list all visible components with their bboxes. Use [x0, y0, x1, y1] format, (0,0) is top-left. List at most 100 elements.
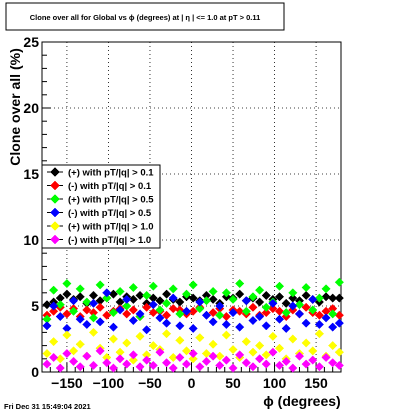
- data-point: [241, 306, 251, 316]
- data-point: [255, 341, 265, 351]
- data-point: [308, 346, 318, 356]
- data-point: [241, 296, 251, 306]
- data-point: [328, 358, 338, 368]
- data-point: [62, 330, 72, 340]
- data-point: [88, 298, 99, 308]
- data-point: [128, 355, 138, 365]
- data-point: [135, 362, 145, 372]
- data-point: [281, 356, 291, 366]
- data-point: [168, 284, 178, 294]
- data-point: [108, 308, 118, 318]
- data-point: [69, 296, 79, 306]
- data-point: [301, 338, 311, 348]
- data-point: [102, 288, 112, 298]
- data-point: [188, 323, 198, 333]
- data-point: [201, 356, 212, 366]
- data-point: [115, 354, 125, 364]
- data-point: [42, 348, 52, 359]
- data-point: [122, 338, 132, 348]
- data-point: [215, 360, 225, 370]
- data-point: [215, 310, 225, 320]
- title-box: [5, 2, 285, 31]
- legend-box: [41, 164, 161, 249]
- data-point: [49, 301, 59, 311]
- data-point: [334, 347, 344, 357]
- data-point: [301, 318, 311, 328]
- data-point: [135, 309, 145, 319]
- data-point: [55, 312, 65, 322]
- data-point: [188, 348, 198, 359]
- data-point: [195, 333, 205, 343]
- data-point: [95, 346, 105, 356]
- chart-title: Clone over all for Global vs ϕ (degrees)…: [30, 13, 261, 22]
- data-point: [294, 351, 305, 361]
- data-point: [95, 302, 105, 312]
- data-point: [261, 359, 271, 369]
- data-point: [321, 284, 331, 294]
- data-point: [228, 308, 238, 318]
- data-point: [328, 293, 338, 303]
- data-point: [128, 282, 138, 293]
- data-point: [102, 293, 112, 303]
- data-point: [334, 277, 344, 287]
- data-point: [82, 351, 92, 361]
- data-point: [221, 319, 231, 330]
- data-point: [274, 314, 285, 324]
- data-points: [42, 277, 344, 373]
- data-point: [82, 297, 92, 307]
- data-point: [62, 348, 72, 359]
- data-point: [69, 306, 79, 316]
- axis-ticks: −150 −100 −50 0 50 100 150 0 5 10 15 20 25: [23, 34, 342, 391]
- x-tick-label: −50: [138, 375, 162, 391]
- data-point: [261, 302, 271, 312]
- data-point: [215, 351, 225, 361]
- data-point: [168, 352, 178, 363]
- data-point: [195, 297, 205, 307]
- data-point: [181, 346, 192, 356]
- data-point: [49, 285, 59, 295]
- y-tick-label: 10: [23, 232, 39, 248]
- data-point: [142, 355, 152, 365]
- data-point: [122, 294, 132, 304]
- data-point: [128, 315, 138, 326]
- data-point: [148, 281, 158, 291]
- y-tick-label: 5: [31, 298, 39, 314]
- data-point: [82, 305, 92, 315]
- data-point: [215, 301, 225, 311]
- data-point: [188, 293, 198, 303]
- x-tick-label: −100: [93, 375, 125, 391]
- y-tick-label: 25: [23, 34, 39, 50]
- data-point: [255, 312, 265, 322]
- data-point: [88, 327, 99, 337]
- data-point: [334, 293, 344, 303]
- data-point: [281, 298, 291, 308]
- data-point: [108, 322, 118, 332]
- data-point: [142, 302, 152, 312]
- data-point: [55, 300, 65, 310]
- legend-entry-label: (+) with pT/|q| > 0.5: [68, 195, 154, 206]
- data-point: [255, 354, 265, 364]
- data-point: [49, 352, 59, 363]
- data-point: [195, 304, 205, 314]
- data-point: [175, 352, 185, 363]
- data-point: [248, 292, 258, 302]
- data-point: [122, 359, 132, 369]
- data-point: [248, 302, 258, 312]
- data-point: [301, 302, 311, 312]
- data-point: [308, 294, 318, 304]
- data-point: [75, 284, 85, 294]
- data-point: [75, 292, 85, 302]
- data-point: [228, 363, 238, 373]
- data-point: [235, 279, 245, 289]
- data-point: [88, 360, 99, 370]
- legend-entry-label: (+) with pT/|q| > 1.0: [68, 222, 154, 233]
- data-point: [175, 309, 185, 319]
- data-point: [95, 280, 105, 290]
- data-point: [235, 306, 245, 316]
- data-point: [268, 331, 278, 341]
- data-point: [314, 329, 324, 339]
- data-point: [208, 317, 218, 327]
- data-point: [75, 362, 85, 372]
- timestamp: Fri Dec 31 15:49:04 2021: [4, 402, 91, 411]
